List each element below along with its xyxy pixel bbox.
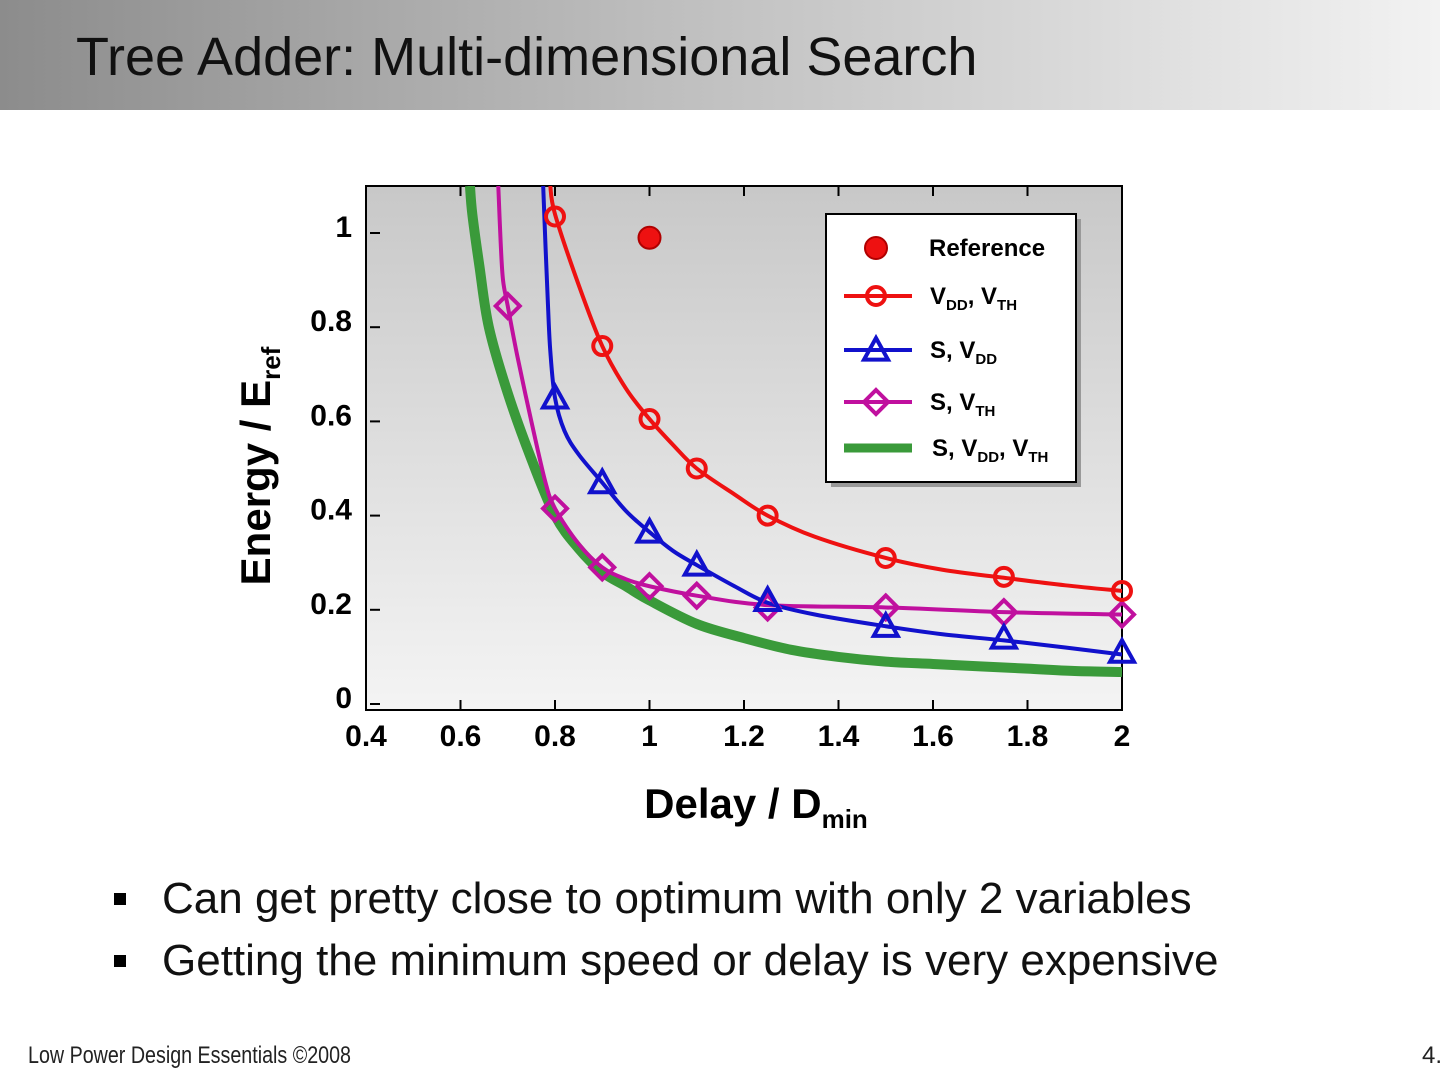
footer-page-number: 4. [1422, 1042, 1440, 1069]
bullet-square-icon [114, 955, 126, 967]
data-point-s-vdd [1106, 636, 1138, 664]
x-axis-label-main: Delay / D [644, 780, 821, 827]
x-tick-label: 1.8 [1007, 720, 1049, 753]
x-tick-label: 2 [1114, 720, 1131, 753]
y-tick-label: 0.8 [310, 305, 352, 338]
data-point-vdd-vth [544, 205, 566, 228]
y-tick-label: 0.2 [310, 588, 352, 621]
y-axis-label: Energy / Eref [232, 346, 286, 585]
data-point-vdd-vth [591, 335, 614, 358]
data-point-s-vth [681, 580, 712, 611]
data-point-s-vth [634, 571, 665, 602]
legend-marker-s-vdd [860, 333, 892, 362]
data-point-s-vdd [681, 548, 713, 577]
x-tick-label: 1.6 [912, 720, 954, 753]
slide-title: Tree Adder: Multi-dimensional Search [76, 27, 978, 87]
data-point-vdd-vth [874, 546, 897, 569]
y-axis-label-sub: ref [256, 346, 286, 380]
footer-copyright: Low Power Design Essentials ©2008 [28, 1042, 351, 1069]
series-line-vdd-vth [548, 186, 1122, 593]
data-point-s-vth [540, 493, 570, 524]
data-point-s-vth [492, 291, 523, 321]
data-point-s-vth [1107, 599, 1137, 630]
legend: Reference VDD, VTH S, VDD S, VTH S, VDD, VTH [825, 213, 1081, 487]
title-bar: Tree Adder: Multi-dimensional Search [0, 0, 1440, 110]
data-point-s-vdd [586, 466, 618, 495]
y-axis-label-main: Energy / E [232, 380, 279, 585]
legend-label-s-vdd-vth: S, VDD, VTH [932, 435, 1048, 466]
data-point-vdd-vth [638, 408, 661, 431]
markers-group [492, 205, 1138, 664]
data-point-s-vdd [634, 515, 665, 544]
y-tick-label: 1 [335, 211, 352, 244]
x-tick-label: 1 [641, 720, 658, 753]
x-tick-label: 0.8 [534, 720, 576, 753]
data-point-s-vdd [752, 584, 784, 612]
bullet-item: Getting the minimum speed or delay is ve… [110, 934, 1219, 996]
y-tick-label: 0.4 [310, 494, 352, 527]
legend-marker-vdd-vth [865, 285, 887, 307]
data-point-s-vth [587, 552, 618, 583]
legend-marker-reference [864, 236, 888, 260]
legend-label-s-vth: S, VTH [930, 389, 995, 420]
legend-label-s-vdd: S, VDD [930, 337, 997, 368]
x-axis-label: Delay / Dmin [644, 780, 868, 834]
bullet-list: Can get pretty close to optimum with onl… [110, 872, 1219, 996]
x-tick-label: 1.4 [818, 720, 860, 753]
x-tick-label: 1.2 [723, 720, 765, 753]
y-tick-label: 0.6 [310, 399, 352, 432]
series-line-s-vth [496, 186, 1122, 617]
x-axis-label-sub: min [822, 804, 868, 834]
x-tick-label: 0.6 [440, 720, 482, 753]
data-point-s-vth [870, 592, 901, 623]
bullet-square-icon [114, 893, 126, 905]
data-point-vdd-vth [756, 504, 779, 527]
axis-ticks: 0.4 0.6 0.8 1 1.2 1.4 1.6 1.8 2 0 0.2 0.4 0.6 0.8 1 [310, 186, 1130, 753]
legend-label-reference: Reference [929, 235, 1045, 262]
legend-marker-s-vth [861, 387, 891, 417]
data-point-vdd-vth [685, 457, 708, 480]
data-point-reference [637, 225, 662, 250]
data-point-vdd-vth [1111, 579, 1133, 602]
y-tick-label: 0 [335, 682, 352, 715]
bullet-item: Can get pretty close to optimum with onl… [110, 872, 1219, 934]
bullet-text: Getting the minimum speed or delay is ve… [162, 936, 1219, 985]
data-point-s-vdd [870, 610, 902, 638]
chart: 0.4 0.6 0.8 1 1.2 1.4 1.6 1.8 2 0 0.2 0.4 0.6 0.8 1 De… [232, 185, 1138, 834]
data-point-vdd-vth [992, 565, 1015, 588]
bullet-text: Can get pretty close to optimum with onl… [162, 874, 1192, 923]
legend-label-vdd-vth: VDD, VTH [930, 283, 1017, 314]
x-tick-label: 0.4 [345, 720, 387, 753]
data-point-s-vdd [539, 381, 571, 410]
data-point-s-vdd [988, 621, 1020, 650]
